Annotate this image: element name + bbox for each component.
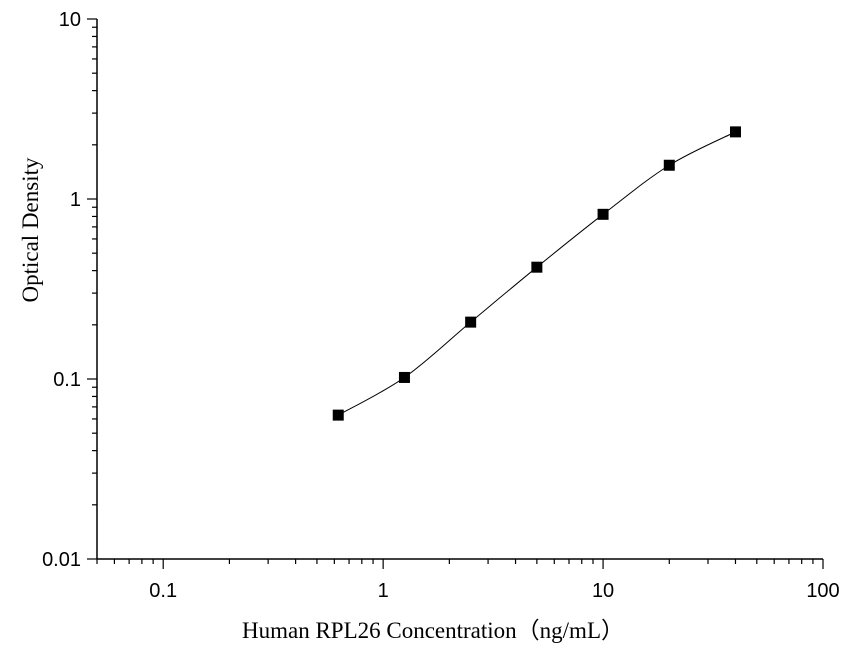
data-point <box>398 371 410 383</box>
x-axis-title: Human RPL26 Concentration（ng/mL） <box>242 618 624 643</box>
data-points <box>332 126 741 421</box>
data-point <box>663 159 675 171</box>
ticks <box>87 18 824 569</box>
x-tick-label: 10 <box>592 580 614 602</box>
x-tick-label: 0.1 <box>149 580 177 602</box>
x-tick-label: 1 <box>378 580 389 602</box>
y-tick-label: 10 <box>59 9 81 31</box>
y-axis-title: Optical Density <box>18 157 43 302</box>
tick-labels: 0.1 1 10 100 0.01 0.1 1 10 <box>42 9 840 602</box>
data-point <box>332 409 344 421</box>
fit-curve <box>337 131 736 416</box>
data-point <box>597 208 609 220</box>
y-tick-label: 1 <box>70 189 81 211</box>
y-tick-label: 0.1 <box>53 369 81 391</box>
data-point <box>729 126 741 138</box>
x-tick-label: 100 <box>806 580 839 602</box>
axes <box>96 19 823 560</box>
y-tick-label: 0.01 <box>42 549 81 571</box>
data-point <box>531 261 543 273</box>
data-point <box>465 316 477 328</box>
